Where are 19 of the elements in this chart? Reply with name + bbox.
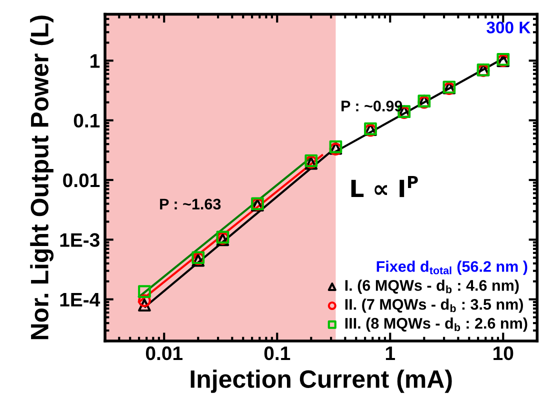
x-tick-label: 1 (386, 346, 395, 360)
legend-label: I. (6 MQWs - d$_{b}$ : 4.6 nm) (345, 280, 519, 294)
x-tick-label: 0.1 (264, 346, 290, 360)
legend-label: II. (7 MQWs - d$_{b}$ : 3.5 nm) (345, 298, 523, 313)
y-tick-label: 0.01 (63, 173, 100, 188)
annotation: P : ~1.63 (160, 198, 221, 210)
y-tick-label: 1 (90, 54, 100, 68)
annotation: 300 K (486, 22, 531, 34)
legend-label: III. (8 MQWs - d$_{b}$ : 2.6 nm) (345, 318, 528, 332)
legend-title: Fixed d$_{total}$ (56.2 nm ) (376, 260, 528, 275)
y-axis-title: Nor. Light Output Power (L) (30, 16, 54, 340)
x-tick-label: 10 (494, 346, 514, 360)
annotation: P : ~0.99 (342, 100, 402, 112)
x-tick-label: 0.01 (146, 346, 182, 360)
x-axis-title: Injection Current (mA) (190, 370, 452, 393)
y-tick-label: 0.1 (74, 114, 100, 128)
y-tick-label: 1E-4 (60, 293, 100, 306)
annotation: L ∝ I$^{P}$ (351, 176, 418, 198)
y-tick-label: 1E-3 (60, 233, 100, 247)
